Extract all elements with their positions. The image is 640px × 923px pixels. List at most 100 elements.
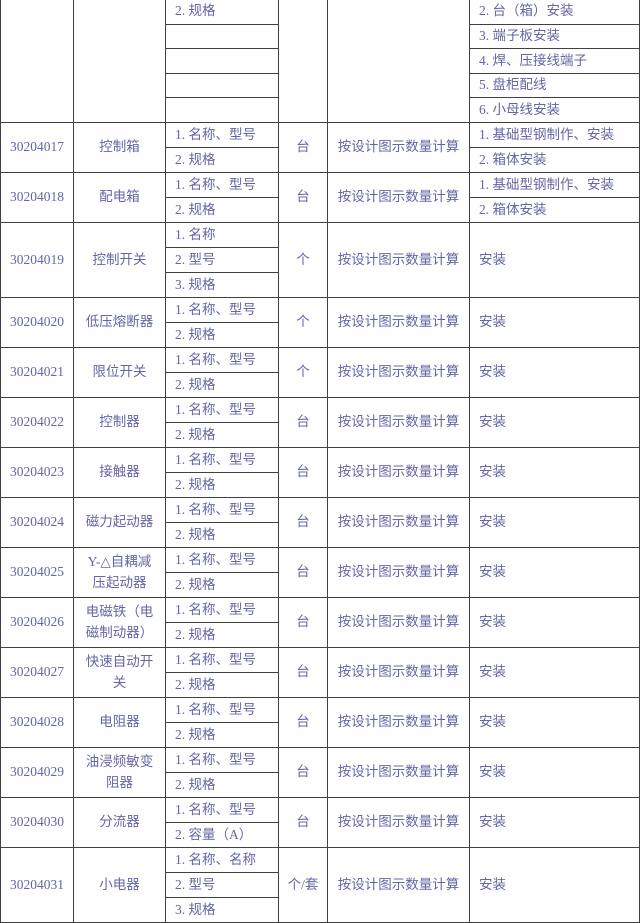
feature-item: 2. 规格 [175, 426, 216, 442]
unit-cell: 台 [279, 448, 328, 498]
table-row: 30204030 分流器 1. 名称、型号 2. 容量（A） 台 按设计图示数量… [1, 798, 639, 848]
work-cell: 安装 [470, 548, 639, 598]
feature-item: 3. 规格 [175, 901, 216, 917]
item-name: 分流器 [74, 798, 166, 848]
feature-item: 2. 规格 [175, 776, 216, 792]
feature-item: 1. 名称、型号 [166, 498, 278, 523]
work-cell: 安装 [470, 848, 639, 923]
item-name: 接触器 [74, 448, 166, 498]
item-name: 低压熔断器 [74, 298, 166, 348]
work-cell: 安装 [470, 298, 639, 348]
feature-item: 1. 名称、型号 [166, 448, 278, 473]
work-cell: 1. 基础型钢制作、安装 2. 箱体安装 [470, 123, 639, 173]
rule-cell: 按设计图示数量计算 [328, 123, 470, 173]
feature-cell: 1. 名称、型号 2. 规格 [166, 748, 279, 798]
work-cell: 安装 [470, 398, 639, 448]
feature-cell: 1. 名称、型号 2. 容量（A） [166, 798, 279, 848]
feature-cell: 1. 名称、型号 2. 规格 [166, 498, 279, 548]
item-code: 30204022 [1, 398, 74, 448]
feature-item [166, 98, 278, 122]
feature-item [166, 74, 278, 99]
feature-item: 1. 名称、型号 [166, 748, 278, 773]
item-name: 小电器 [74, 848, 166, 923]
unit-cell: 个 [279, 223, 328, 298]
table-row: 30204029 油浸频敏变阻器 1. 名称、型号 2. 规格 台 按设计图示数… [1, 748, 639, 798]
item-code: 30204020 [1, 298, 74, 348]
work-cell: 安装 [470, 798, 639, 848]
feature-item: 2. 规格 [175, 526, 216, 542]
item-name: 电阻器 [74, 698, 166, 748]
unit-cell: 台 [279, 698, 328, 748]
work-item: 2. 箱体安装 [479, 151, 547, 167]
table-row: 30204026 电磁铁（电磁制动器） 1. 名称、型号 2. 规格 台 按设计… [1, 598, 639, 648]
unit-cell: 台 [279, 398, 328, 448]
table-row: 30204025 Y-△自耦减压起动器 1. 名称、型号 2. 规格 台 按设计… [1, 548, 639, 598]
feature-item: 2. 规格 [175, 376, 216, 392]
feature-item: 2. 规格 [175, 326, 216, 342]
rule-cell: 按设计图示数量计算 [328, 173, 470, 223]
feature-item: 1. 名称、型号 [166, 798, 278, 823]
work-item: 1. 基础型钢制作、安装 [470, 123, 639, 148]
feature-item: 2. 型号 [166, 248, 278, 273]
item-name: Y-△自耦减压起动器 [74, 548, 166, 598]
rule-cell: 按设计图示数量计算 [328, 398, 470, 448]
work-cell: 安装 [470, 598, 639, 648]
rule-cell: 按设计图示数量计算 [328, 698, 470, 748]
item-name: 控制器 [74, 398, 166, 448]
table-row: 30204022 控制器 1. 名称、型号 2. 规格 台 按设计图示数量计算 … [1, 398, 639, 448]
unit-cell: 台 [279, 123, 328, 173]
work-cell: 安装 [470, 748, 639, 798]
rule-cell: 按设计图示数量计算 [328, 798, 470, 848]
item-code: 30204027 [1, 648, 74, 698]
work-cell: 安装 [470, 498, 639, 548]
table-row: 30204027 快速自动开关 1. 名称、型号 2. 规格 台 按设计图示数量… [1, 648, 639, 698]
item-code: 30204018 [1, 173, 74, 223]
work-cell: 1. 基础型钢制作、安装 2. 箱体安装 [470, 173, 639, 223]
unit-cell: 台 [279, 748, 328, 798]
feature-item: 2. 规格 [175, 476, 216, 492]
feature-item: 2. 规格 [175, 151, 216, 167]
rule-cell: 按设计图示数量计算 [328, 548, 470, 598]
rule-cell: 按设计图示数量计算 [328, 298, 470, 348]
work-cell: 安装 [470, 648, 639, 698]
unit-cell: 台 [279, 173, 328, 223]
feature-item [166, 25, 278, 50]
item-code-cell [1, 0, 74, 123]
table-row-continuation: 2. 规格 2. 台（箱）安装 3. 端子板安装 4. 焊、压接线端子 5. 盘… [1, 0, 639, 123]
work-cell: 安装 [470, 448, 639, 498]
feature-cell: 1. 名称、型号 2. 规格 [166, 173, 279, 223]
feature-item: 2. 容量（A） [175, 826, 253, 842]
work-item: 2. 台（箱）安装 [470, 0, 639, 25]
item-code: 30204028 [1, 698, 74, 748]
item-code: 30204030 [1, 798, 74, 848]
unit-cell: 台 [279, 648, 328, 698]
work-cell: 安装 [470, 223, 639, 298]
rule-cell: 按设计图示数量计算 [328, 498, 470, 548]
feature-item: 1. 名称、名称 [166, 848, 278, 873]
rule-cell: 按设计图示数量计算 [328, 598, 470, 648]
item-code: 30204026 [1, 598, 74, 648]
feature-item: 1. 名称、型号 [166, 548, 278, 573]
rule-cell: 按设计图示数量计算 [328, 448, 470, 498]
table-row: 30204019 控制开关 1. 名称 2. 型号 3. 规格 个 按设计图示数… [1, 223, 639, 298]
rule-cell: 按设计图示数量计算 [328, 748, 470, 798]
item-name: 限位开关 [74, 348, 166, 398]
item-name: 油浸频敏变阻器 [74, 748, 166, 798]
work-item: 5. 盘柜配线 [470, 74, 639, 99]
feature-cell: 1. 名称 2. 型号 3. 规格 [166, 223, 279, 298]
unit-cell: 台 [279, 598, 328, 648]
feature-item: 2. 规格 [166, 0, 278, 25]
feature-cell: 2. 规格 [166, 0, 279, 123]
unit-cell: 个/套 [279, 848, 328, 923]
item-name: 快速自动开关 [74, 648, 166, 698]
work-item: 6. 小母线安装 [479, 101, 560, 117]
unit-cell: 个 [279, 298, 328, 348]
feature-item: 1. 名称、型号 [166, 698, 278, 723]
feature-cell: 1. 名称、型号 2. 规格 [166, 698, 279, 748]
unit-cell: 台 [279, 498, 328, 548]
feature-item: 2. 规格 [175, 726, 216, 742]
feature-cell: 1. 名称、型号 2. 规格 [166, 348, 279, 398]
work-item: 1. 基础型钢制作、安装 [470, 173, 639, 198]
feature-cell: 1. 名称、型号 2. 规格 [166, 598, 279, 648]
item-name: 控制箱 [74, 123, 166, 173]
